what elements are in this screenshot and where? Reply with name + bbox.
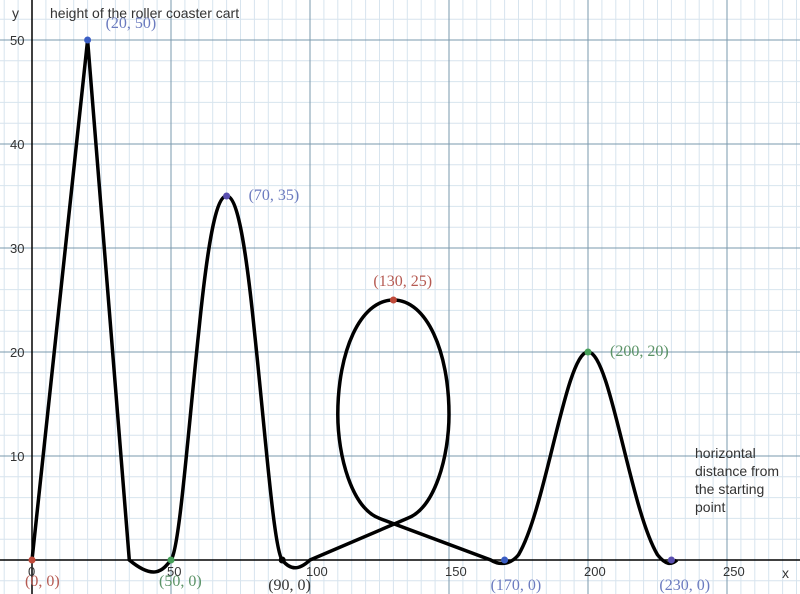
point-label-looptop: (130, 25) [373, 273, 432, 290]
point-ground3 [501, 557, 508, 564]
x-tick-label: 200 [584, 564, 606, 579]
chart-svg: 0501001502002501020304050xyheight of the… [0, 0, 800, 594]
point-label-peak3: (200, 20) [610, 343, 669, 360]
point-ground4 [668, 557, 675, 564]
point-label-origin: (0, 0) [25, 573, 60, 590]
point-label-ground2: (90, 0) [268, 577, 311, 594]
y-tick-label: 30 [10, 241, 24, 256]
side-caption: horizontal [695, 445, 756, 461]
point-label-peak2: (70, 35) [249, 187, 300, 204]
point-label-peak1: (20, 50) [106, 15, 157, 32]
point-peak2 [223, 193, 230, 200]
point-peak1 [84, 37, 91, 44]
y-tick-label: 20 [10, 345, 24, 360]
point-label-ground1: (50, 0) [159, 573, 202, 590]
point-ground2 [279, 557, 286, 564]
y-tick-label: 10 [10, 449, 24, 464]
y-axis-label: y [12, 5, 19, 21]
point-origin [29, 557, 36, 564]
y-tick-label: 50 [10, 33, 24, 48]
x-axis-label: x [782, 565, 789, 581]
chart-container: 0501001502002501020304050xyheight of the… [0, 0, 800, 594]
point-looptop [390, 297, 397, 304]
point-peak3 [585, 349, 592, 356]
y-tick-label: 40 [10, 137, 24, 152]
x-tick-label: 150 [445, 564, 467, 579]
side-caption: point [695, 499, 725, 515]
side-caption: distance from [695, 463, 779, 479]
point-label-ground4: (230, 0) [659, 577, 710, 594]
point-label-ground3: (170, 0) [491, 577, 542, 594]
x-tick-label: 250 [723, 564, 745, 579]
point-ground1 [168, 557, 175, 564]
side-caption: the starting [695, 481, 764, 497]
coaster-curve [32, 40, 677, 572]
